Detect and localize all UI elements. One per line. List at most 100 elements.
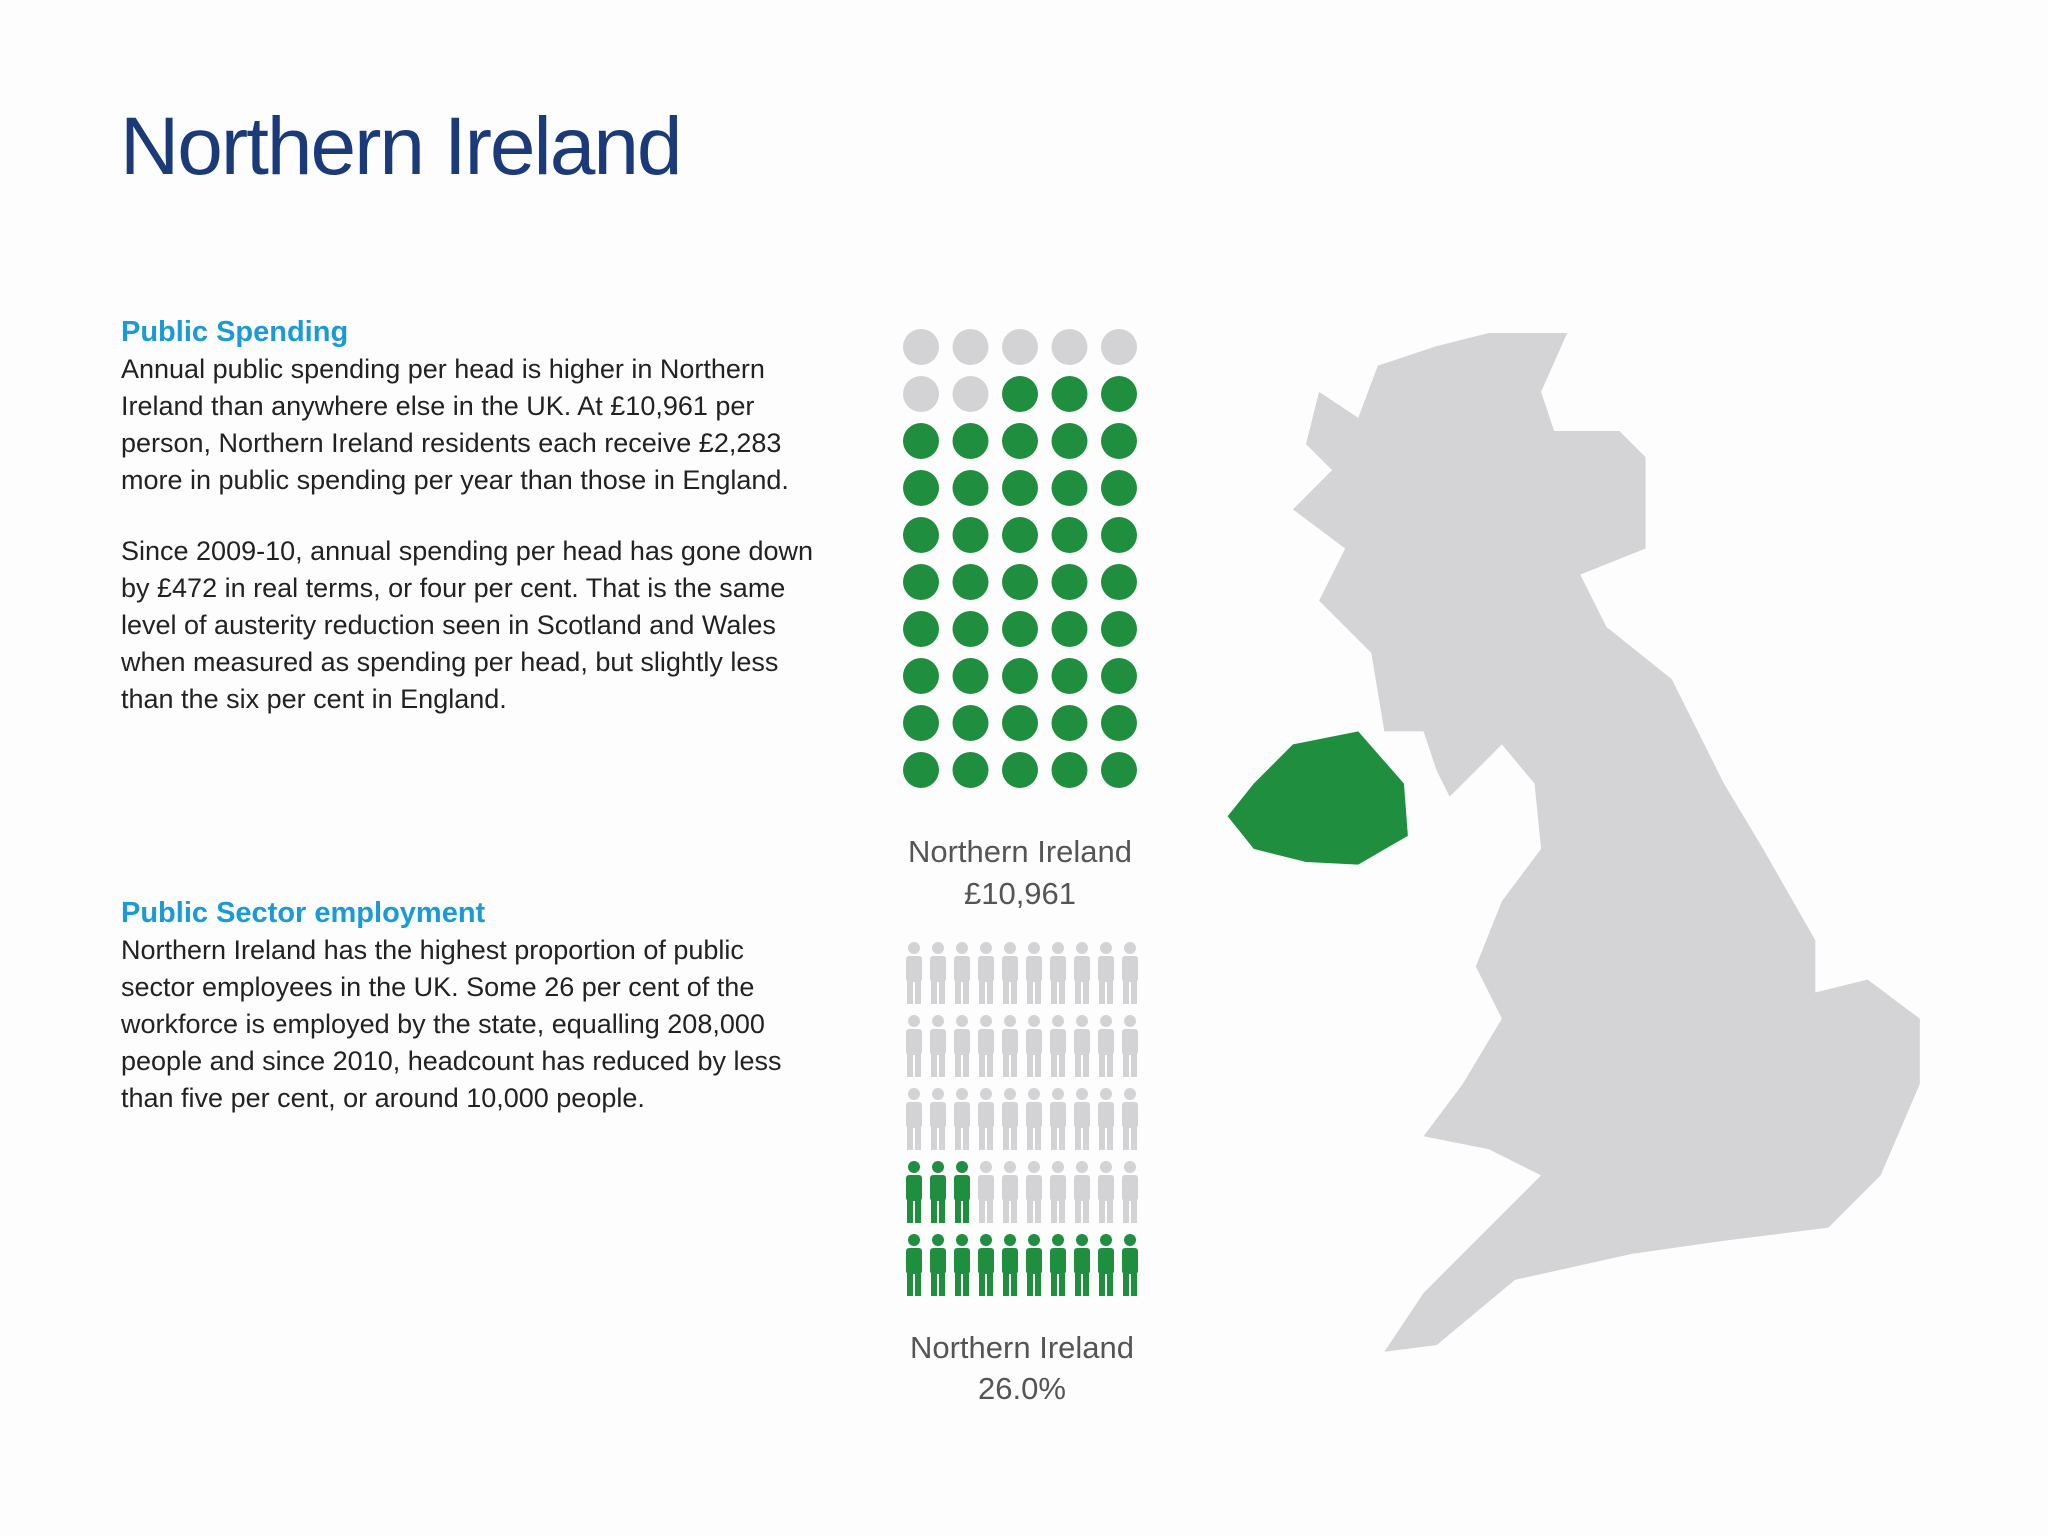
person-icon — [1122, 1234, 1138, 1296]
spending-dot — [1101, 611, 1137, 647]
spending-dot — [1051, 705, 1088, 741]
person-icon — [954, 1088, 970, 1150]
spending-dot — [1002, 658, 1038, 694]
icon-part — [1107, 1052, 1113, 1077]
person-icon — [1026, 1161, 1042, 1223]
icon-part — [1035, 1198, 1041, 1223]
icon-part — [1002, 956, 1018, 982]
icon-part — [1026, 956, 1042, 982]
icon-part — [915, 1125, 921, 1150]
person-icon — [954, 1234, 970, 1296]
person-icon — [1050, 1088, 1066, 1150]
icon-part — [1100, 1088, 1112, 1100]
icon-part — [1026, 1175, 1042, 1201]
icon-part — [1011, 1125, 1017, 1150]
icon-part — [908, 942, 920, 954]
person-icon — [1050, 1234, 1066, 1296]
icon-part — [1123, 1271, 1129, 1296]
person-icon — [978, 1088, 994, 1150]
spending-dot — [1051, 611, 1088, 647]
icon-part — [930, 1029, 946, 1055]
person-icon — [930, 942, 946, 1004]
icon-part — [907, 1125, 913, 1150]
icon-part — [963, 1271, 969, 1296]
icon-part — [1002, 1248, 1018, 1274]
icon-part — [1003, 1198, 1009, 1223]
person-icon — [1122, 1088, 1138, 1150]
icon-part — [979, 1052, 985, 1077]
icon-part — [955, 1271, 961, 1296]
icon-part — [978, 956, 994, 982]
spending-dot — [903, 423, 939, 459]
person-icon — [930, 1015, 946, 1077]
icon-part — [1099, 979, 1105, 1004]
spending-dot — [952, 376, 989, 412]
icon-part — [930, 956, 946, 982]
person-icon — [978, 942, 994, 1004]
icon-part — [1122, 1175, 1138, 1201]
person-icon — [1050, 1015, 1066, 1077]
person-icon — [1098, 942, 1114, 1004]
icon-part — [1075, 1052, 1081, 1077]
person-icon — [1026, 1234, 1042, 1296]
icon-part — [1035, 1271, 1041, 1296]
icon-part — [954, 1029, 970, 1055]
icon-part — [1003, 1052, 1009, 1077]
person-icon — [954, 1015, 970, 1077]
person-icon — [1074, 1234, 1090, 1296]
person-icon — [1026, 1015, 1042, 1077]
icon-part — [907, 1271, 913, 1296]
spending-dot — [1101, 423, 1137, 459]
graphic-value: £10,961 — [964, 876, 1076, 911]
spending-dot — [903, 470, 939, 506]
icon-part — [954, 1175, 970, 1201]
spending-dot — [903, 611, 939, 647]
section-heading: Public Spending — [121, 316, 349, 348]
icon-part — [907, 979, 913, 1004]
icon-part — [1050, 1102, 1066, 1128]
icon-part — [1074, 1102, 1090, 1128]
icon-part — [1059, 1271, 1065, 1296]
employment-section: Public Sector employment Northern Irelan… — [121, 895, 821, 1151]
icon-part — [1123, 1125, 1129, 1150]
icon-part — [1027, 1125, 1033, 1150]
icon-part — [1107, 1125, 1113, 1150]
icon-part — [1003, 1271, 1009, 1296]
icon-part — [1050, 956, 1066, 982]
icon-part — [939, 1052, 945, 1077]
spending-dot — [1002, 470, 1038, 506]
icon-part — [1083, 1052, 1089, 1077]
spending-dot — [903, 564, 939, 600]
spending-dot — [952, 658, 989, 694]
person-icon — [1074, 1161, 1090, 1223]
person-icon — [954, 942, 970, 1004]
icon-part — [1122, 1102, 1138, 1128]
icon-part — [1035, 1052, 1041, 1077]
icon-part — [1026, 1102, 1042, 1128]
icon-part — [930, 1175, 946, 1201]
person-icon — [1074, 1088, 1090, 1150]
person-icon — [1098, 1015, 1114, 1077]
icon-part — [1123, 979, 1129, 1004]
paragraph: Northern Ireland has the highest proport… — [121, 935, 782, 1113]
icon-part — [979, 1198, 985, 1223]
northern-ireland — [1227, 731, 1408, 865]
icon-part — [1076, 1088, 1088, 1100]
icon-part — [987, 1198, 993, 1223]
icon-part — [1059, 1198, 1065, 1223]
graphic-value: 26.0% — [978, 1371, 1066, 1406]
icon-part — [1004, 942, 1016, 954]
icon-part — [931, 1052, 937, 1077]
icon-part — [954, 956, 970, 982]
icon-part — [1123, 1198, 1129, 1223]
icon-part — [979, 1125, 985, 1150]
icon-part — [1107, 1271, 1113, 1296]
icon-part — [1099, 1125, 1105, 1150]
icon-part — [1131, 1125, 1137, 1150]
icon-part — [978, 1102, 994, 1128]
icon-part — [1098, 956, 1114, 982]
icon-part — [1035, 1125, 1041, 1150]
icon-part — [1051, 1125, 1057, 1150]
page-title: Northern Ireland — [120, 101, 683, 192]
person-icon — [1050, 942, 1066, 1004]
